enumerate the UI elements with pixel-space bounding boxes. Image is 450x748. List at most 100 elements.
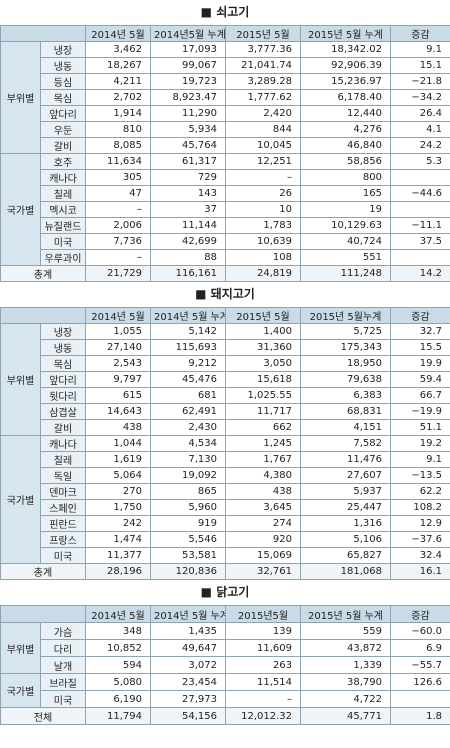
data-row: 목심 2,702 8,923.47 1,777.62 6,178.40 −34.2: [1, 89, 450, 106]
item-label: 냉장: [40, 323, 86, 340]
cell: [390, 690, 450, 708]
item-label: 목심: [40, 89, 86, 106]
header-cell: 2014년 5월 누계: [150, 307, 226, 324]
item-label: 우둔: [40, 121, 86, 138]
data-row: 스페인 1,750 5,960 3,645 25,447 108.2: [1, 499, 450, 516]
data-row: 목심 2,543 9,212 3,050 18,950 19.9: [1, 355, 450, 372]
data-row: 멕시코 –37 10 19: [1, 201, 450, 218]
header-cell: 증감: [390, 605, 450, 623]
cell: 19.9: [390, 355, 450, 372]
cell: 1,400: [225, 323, 301, 340]
data-row: 삼겹살 14,643 62,491 11,717 68,831 −19.9: [1, 403, 450, 420]
item-label: 날개: [40, 656, 86, 674]
cell: 24,819: [225, 265, 301, 282]
cell: –: [225, 690, 301, 708]
data-row: 미국 6,190 27,973–4,722: [1, 690, 450, 708]
cell: 15.1: [390, 57, 450, 74]
data-row: 뒷다리 615 681 1,025.55 6,383 66.7: [1, 387, 450, 404]
cell: 3,050: [225, 355, 301, 372]
header-cell: 2015년 5월 누계: [300, 25, 391, 42]
data-row: 미국 11,377 53,581 15,069 65,827 32.4: [1, 547, 450, 564]
header-cell: 2014년5월 누계: [150, 25, 226, 42]
cell: 681: [150, 387, 226, 404]
cell: 45,764: [150, 137, 226, 154]
cell: 27,607: [300, 467, 391, 484]
cell: 6.9: [390, 639, 450, 657]
item-label: 캐나다: [40, 435, 86, 452]
cell: 99,067: [150, 57, 226, 74]
data-row: 부위별 냉장 3,462 17,093 3,777.36 18,342.02 9.1: [0, 41, 450, 154]
cell: −19.9: [390, 403, 450, 420]
cell: −55.7: [390, 656, 450, 674]
item-label: 핀란드: [40, 515, 86, 532]
total-label: 전체: [0, 707, 86, 725]
data-row: 날개 594 3,072 263 1,339 −55.7: [1, 656, 450, 674]
cell: 11,609: [225, 639, 301, 657]
cell: 45,771: [300, 707, 391, 725]
group-label: 부위별: [0, 622, 41, 674]
cell: 4,276: [300, 121, 391, 138]
cell: 1,619: [85, 451, 151, 468]
item-label: 냉동: [40, 339, 86, 356]
group-label: 국가별: [0, 673, 41, 708]
cell: 2,543: [85, 355, 151, 372]
cell: 5,937: [300, 483, 391, 500]
data-row: 핀란드 242 919 274 1,316 12.9: [1, 515, 450, 532]
cell: 1,767: [225, 451, 301, 468]
data-row: 프랑스 1,474 5,546 920 5,106 −37.6: [1, 531, 450, 548]
cell: 11,634: [85, 153, 151, 170]
data-row: 등심 4,211 19,723 3,289.28 15,236.97 −21.8: [1, 73, 450, 90]
section-title: ■ 닭고기: [200, 585, 250, 599]
cell: 15,618: [225, 371, 301, 388]
cell: 16.1: [390, 563, 450, 580]
item-label: 캐나다: [40, 169, 86, 186]
cell: 68,831: [300, 403, 391, 420]
cell: 4,380: [225, 467, 301, 484]
cell: 15,069: [225, 547, 301, 564]
cell: 59.4: [390, 371, 450, 388]
cell: 40,724: [300, 233, 391, 250]
cell: 14.2: [390, 265, 450, 282]
cell: 810: [85, 121, 151, 138]
cell: 126.6: [390, 673, 450, 691]
cell: 5,064: [85, 467, 151, 484]
item-label: 칠레: [40, 451, 86, 468]
cell: 270: [85, 483, 151, 500]
data-row: 앞다리 1,914 11,290 2,420 12,440 26.4: [1, 105, 450, 122]
data-row: 미국 7,736 42,699 10,639 40,724 37.5: [1, 233, 450, 250]
cell: 551: [300, 249, 391, 266]
cell: –: [85, 249, 151, 266]
cell: 11,717: [225, 403, 301, 420]
cell: −13.5: [390, 467, 450, 484]
cell: −44.6: [390, 185, 450, 202]
item-label: 칠레: [40, 185, 86, 202]
group-label: 부위별: [0, 323, 41, 436]
header-cell: 2014년 5월: [85, 25, 151, 42]
cell: 17,093: [150, 41, 226, 58]
data-row: 덴마크 270 865 438 5,937 62.2: [1, 483, 450, 500]
data-row: 국가별 캐나다 1,044 4,534 1,245 7,582 19.2: [0, 435, 450, 564]
cell: 3,289.28: [225, 73, 301, 90]
header-cell: 2015년 5월: [225, 25, 301, 42]
cell: 1,777.62: [225, 89, 301, 106]
cell: 11,290: [150, 105, 226, 122]
section-title: ■ 돼지고기: [195, 287, 255, 301]
cell: 274: [225, 515, 301, 532]
cell: 6,190: [85, 690, 151, 708]
cell: 65,827: [300, 547, 391, 564]
cell: 10: [225, 201, 301, 218]
cell: 2,006: [85, 217, 151, 234]
cell: 3,777.36: [225, 41, 301, 58]
cell: 15,236.97: [300, 73, 391, 90]
cell: 10,045: [225, 137, 301, 154]
cell: 28,196: [85, 563, 151, 580]
cell: 594: [85, 656, 151, 674]
header-cell: 2014년 5월: [85, 307, 151, 324]
data-row: 독일 5,064 19,092 4,380 27,607 −13.5: [1, 467, 450, 484]
cell: 1,435: [150, 622, 226, 640]
cell: 10,129.63: [300, 217, 391, 234]
cell: 865: [150, 483, 226, 500]
header-row: 2014년 5월 2014년 5월 누계 2015년 5월 2015년 5월누계 증감: [0, 307, 450, 324]
cell: 263: [225, 656, 301, 674]
item-label: 미국: [40, 547, 86, 564]
